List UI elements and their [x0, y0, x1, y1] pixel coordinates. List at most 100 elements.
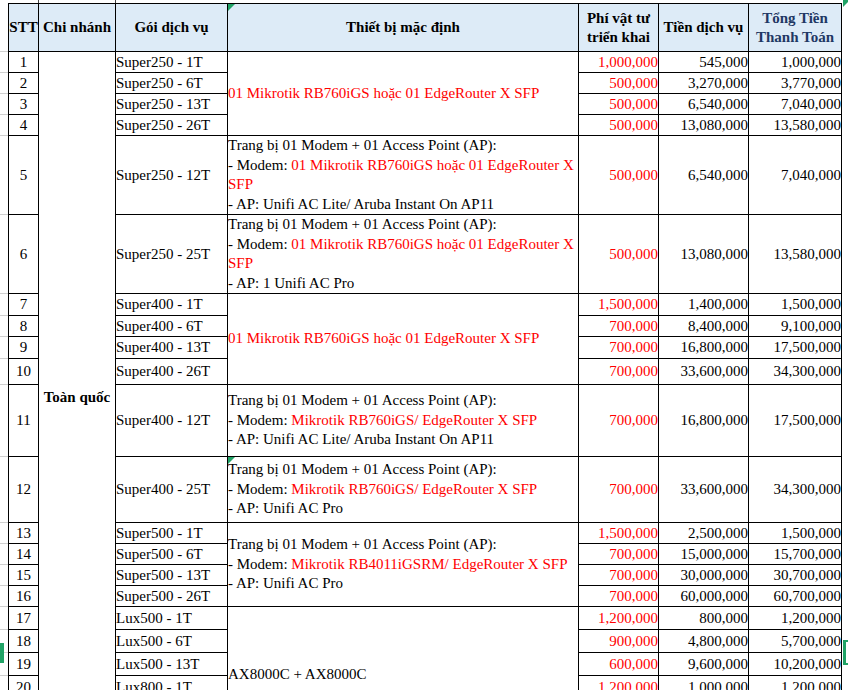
cell-fee[interactable]: 1,200,000 — [579, 676, 659, 690]
header-stt[interactable]: STT — [9, 4, 39, 52]
cell-fee[interactable]: 1,500,000 — [579, 294, 659, 316]
cell-stt[interactable]: 17 — [9, 607, 39, 630]
cell-fee[interactable]: 500,000 — [579, 215, 659, 294]
cell-package[interactable]: Lux500 - 6T — [116, 630, 228, 653]
cell-package[interactable]: Super400 - 12T — [116, 385, 228, 457]
cell-stt[interactable]: 12 — [9, 457, 39, 523]
cell-service[interactable]: 30,000,000 — [659, 565, 749, 586]
cell-package[interactable]: Super400 - 25T — [116, 457, 228, 523]
cell-service[interactable]: 33,600,000 — [659, 457, 749, 523]
cell-package[interactable]: Super400 - 6T — [116, 316, 228, 337]
cell-service[interactable]: 4,800,000 — [659, 630, 749, 653]
cell-stt[interactable]: 5 — [9, 136, 39, 215]
cell-service[interactable]: 800,000 — [659, 607, 749, 630]
cell-service[interactable]: 60,000,000 — [659, 586, 749, 607]
cell-total[interactable]: 5,700,000 — [749, 630, 842, 653]
cell-stt[interactable]: 14 — [9, 544, 39, 565]
header-service[interactable]: Tiền dịch vụ — [659, 4, 749, 52]
cell-package[interactable]: Super400 - 1T — [116, 294, 228, 316]
cell-service[interactable]: 6,540,000 — [659, 136, 749, 215]
cell-service[interactable]: 16,800,000 — [659, 337, 749, 359]
cell-equipment[interactable]: Trang bị 01 Modem + 01 Access Point (AP)… — [228, 457, 579, 523]
cell-total[interactable]: 3,770,000 — [749, 73, 842, 94]
cell-package[interactable]: Super250 - 26T — [116, 115, 228, 136]
cell-total[interactable]: 7,040,000 — [749, 136, 842, 215]
cell-service[interactable]: 13,080,000 — [659, 115, 749, 136]
cell-total[interactable]: 9,100,000 — [749, 316, 842, 337]
cell-equipment[interactable]: Trang bị 01 Modem + 01 Access Point (AP)… — [228, 523, 579, 607]
cell-fee[interactable]: 700,000 — [579, 385, 659, 457]
header-fee[interactable]: Phí vật tư triển khai — [579, 4, 659, 52]
cell-service[interactable]: 33,600,000 — [659, 359, 749, 385]
cell-total[interactable]: 1,200,000 — [749, 607, 842, 630]
cell-service[interactable]: 9,600,000 — [659, 653, 749, 676]
cell-stt[interactable]: 11 — [9, 385, 39, 457]
cell-package[interactable]: Super500 - 13T — [116, 565, 228, 586]
cell-service[interactable]: 13,080,000 — [659, 215, 749, 294]
cell-package[interactable]: Super250 - 13T — [116, 94, 228, 115]
cell-fee[interactable]: 600,000 — [579, 653, 659, 676]
cell-fee[interactable]: 500,000 — [579, 94, 659, 115]
cell-stt[interactable]: 10 — [9, 359, 39, 385]
cell-stt[interactable]: 4 — [9, 115, 39, 136]
cell-stt[interactable]: 1 — [9, 52, 39, 73]
cell-fee[interactable]: 700,000 — [579, 544, 659, 565]
cell-fee[interactable]: 700,000 — [579, 359, 659, 385]
cell-stt[interactable]: 2 — [9, 73, 39, 94]
cell-service[interactable]: 16,800,000 — [659, 385, 749, 457]
cell-fee[interactable]: 700,000 — [579, 337, 659, 359]
cell-fee[interactable]: 1,500,000 — [579, 523, 659, 544]
header-package[interactable]: Gói dịch vụ — [116, 4, 228, 52]
cell-stt[interactable]: 3 — [9, 94, 39, 115]
cell-package[interactable]: Super500 - 26T — [116, 586, 228, 607]
cell-service[interactable]: 15,000,000 — [659, 544, 749, 565]
cell-package[interactable]: Lux800 - 1T — [116, 676, 228, 690]
cell-fee[interactable]: 500,000 — [579, 115, 659, 136]
cell-fee[interactable]: 1,200,000 — [579, 607, 659, 630]
cell-equipment[interactable]: 01 Mikrotik RB760iGS hoặc 01 EdgeRouter … — [228, 52, 579, 136]
cell-stt[interactable]: 19 — [9, 653, 39, 676]
cell-fee[interactable]: 700,000 — [579, 565, 659, 586]
cell-fee[interactable]: 1,000,000 — [579, 52, 659, 73]
cell-stt[interactable]: 16 — [9, 586, 39, 607]
cell-stt[interactable]: 20 — [9, 676, 39, 690]
cell-stt[interactable]: 6 — [9, 215, 39, 294]
cell-total[interactable]: 10,200,000 — [749, 653, 842, 676]
cell-stt[interactable]: 9 — [9, 337, 39, 359]
cell-fee[interactable]: 700,000 — [579, 457, 659, 523]
cell-fee[interactable]: 500,000 — [579, 73, 659, 94]
cell-total[interactable]: 1,500,000 — [749, 523, 842, 544]
cell-stt[interactable]: 15 — [9, 565, 39, 586]
cell-package[interactable]: Super250 - 12T — [116, 136, 228, 215]
cell-service[interactable]: 6,540,000 — [659, 94, 749, 115]
cell-stt[interactable]: 8 — [9, 316, 39, 337]
cell-package[interactable]: Lux500 - 1T — [116, 607, 228, 630]
cell-total[interactable]: 17,500,000 — [749, 337, 842, 359]
cell-fee[interactable]: 900,000 — [579, 630, 659, 653]
cell-package[interactable]: Super500 - 6T — [116, 544, 228, 565]
cell-total[interactable]: 1,000,000 — [749, 52, 842, 73]
cell-equipment[interactable]: Trang bị 01 Modem + 01 Access Point (AP)… — [228, 136, 579, 215]
cell-package[interactable]: Super250 - 1T — [116, 52, 228, 73]
cell-equipment[interactable]: Trang bị 01 Modem + 01 Access Point (AP)… — [228, 385, 579, 457]
cell-equipment[interactable]: Trang bị 01 Modem + 01 Access Point (AP)… — [228, 215, 579, 294]
cell-service[interactable]: 1,000,000 — [659, 676, 749, 690]
cell-total[interactable]: 1,200,000 — [749, 676, 842, 690]
cell-service[interactable]: 1,400,000 — [659, 294, 749, 316]
cell-total[interactable]: 15,700,000 — [749, 544, 842, 565]
cell-package[interactable]: Super250 - 6T — [116, 73, 228, 94]
cell-stt[interactable]: 13 — [9, 523, 39, 544]
cell-service[interactable]: 545,000 — [659, 52, 749, 73]
cell-fee[interactable]: 700,000 — [579, 586, 659, 607]
header-branch[interactable]: Chi nhánh — [39, 4, 116, 52]
cell-total[interactable]: 7,040,000 — [749, 94, 842, 115]
cell-equipment[interactable]: AX8000C + AX8000C — [228, 607, 579, 690]
cell-total[interactable]: 30,700,000 — [749, 565, 842, 586]
header-equipment[interactable]: Thiết bị mặc định — [228, 4, 579, 52]
cell-total[interactable]: 1,500,000 — [749, 294, 842, 316]
cell-stt[interactable]: 7 — [9, 294, 39, 316]
cell-service[interactable]: 2,500,000 — [659, 523, 749, 544]
cell-package[interactable]: Super400 - 26T — [116, 359, 228, 385]
cell-branch[interactable]: Toàn quốc — [39, 52, 116, 690]
cell-total[interactable]: 34,300,000 — [749, 457, 842, 523]
